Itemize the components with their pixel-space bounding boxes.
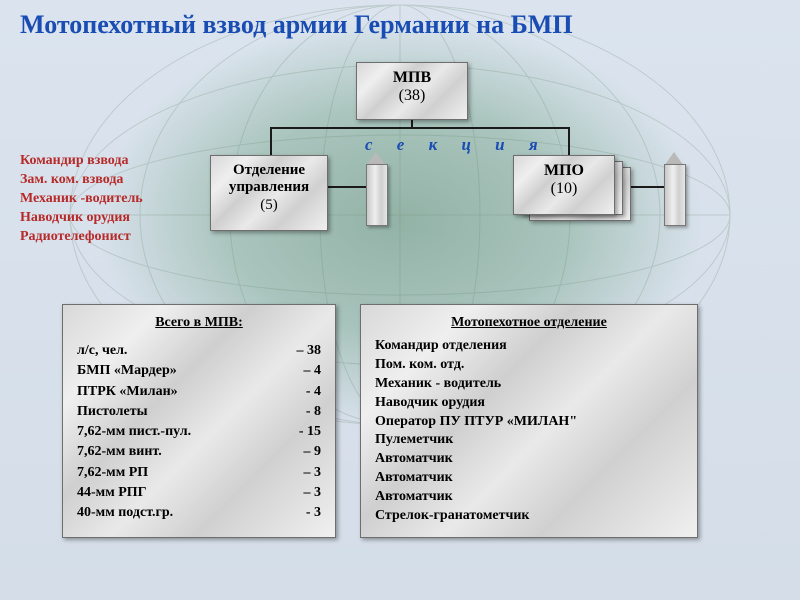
totals-row: ПТРК «Милан» - 4 <box>77 382 321 402</box>
totals-row-label: 7,62-мм винт. <box>77 442 162 462</box>
totals-row-value: – 9 <box>304 442 322 462</box>
squad-line: Оператор ПУ ПТУР «МИЛАН" <box>375 413 683 432</box>
totals-row-label: 44-мм РПГ <box>77 483 147 503</box>
totals-row-value: – 4 <box>304 361 322 381</box>
squad-line: Автоматчик <box>375 469 683 488</box>
org-node-mpv: МПВ (38) <box>356 62 468 120</box>
totals-row-value: - 4 <box>306 382 321 402</box>
totals-row: 40-мм подст.гр. - 3 <box>77 503 321 523</box>
org-node-mpo-count: (10) <box>514 180 614 198</box>
totals-row: 7,62-мм пист.-пул. - 15 <box>77 422 321 442</box>
totals-row-label: БМП «Мардер» <box>77 361 177 381</box>
squad-line: Автоматчик <box>375 488 683 507</box>
totals-row-value: – 38 <box>297 341 322 361</box>
conn <box>270 127 570 129</box>
squad-line: Пулеметчик <box>375 431 683 450</box>
role-line: Механик -водитель <box>20 190 143 209</box>
totals-row-value: – 3 <box>304 463 322 483</box>
totals-row-value: – 3 <box>304 483 322 503</box>
totals-row-label: Пистолеты <box>77 402 148 422</box>
squad-line: Пом. ком. отд. <box>375 356 683 375</box>
role-line: Радиотелефонист <box>20 228 143 247</box>
conn <box>327 186 367 188</box>
section-label: с е к ц и я <box>365 135 548 155</box>
squad-line: Наводчик орудия <box>375 394 683 413</box>
tower-icon <box>660 152 688 224</box>
totals-row-value: - 15 <box>299 422 321 442</box>
totals-row-label: ПТРК «Милан» <box>77 382 178 402</box>
tower-icon <box>362 152 390 224</box>
totals-row-value: - 3 <box>306 503 321 523</box>
org-node-mpv-count: (38) <box>357 87 467 105</box>
conn <box>568 127 570 155</box>
totals-row: БМП «Мардер» – 4 <box>77 361 321 381</box>
squad-line: Командир отделения <box>375 337 683 356</box>
org-node-control: Отделение управления (5) <box>210 155 328 231</box>
commander-roles-list: Командир взводаЗам. ком. взводаМеханик -… <box>20 152 143 246</box>
totals-row: 44-мм РПГ – 3 <box>77 483 321 503</box>
squad-line: Автоматчик <box>375 450 683 469</box>
squad-line: Стрелок-гранатометчик <box>375 507 683 526</box>
squad-card: Мотопехотное отделение Командир отделени… <box>360 304 698 538</box>
totals-card: Всего в МПВ: л/с, чел. – 38 БМП «Мардер» – … <box>62 304 336 538</box>
org-node-mpv-name: МПВ <box>357 69 467 87</box>
org-node-control-l1: Отделение <box>211 162 327 179</box>
totals-row-label: 7,62-мм пист.-пул. <box>77 422 191 442</box>
org-node-mpo: МПО (10) <box>513 155 615 215</box>
squad-line: Механик - водитель <box>375 375 683 394</box>
org-node-control-l2: управления <box>211 179 327 196</box>
totals-row: 7,62-мм РП – 3 <box>77 463 321 483</box>
role-line: Командир взвода <box>20 152 143 171</box>
totals-row-value: - 8 <box>306 402 321 422</box>
totals-row-label: 40-мм подст.гр. <box>77 503 173 523</box>
squad-header: Мотопехотное отделение <box>375 315 683 331</box>
org-node-mpo-name: МПО <box>514 162 614 180</box>
totals-row-label: 7,62-мм РП <box>77 463 148 483</box>
totals-row-label: л/с, чел. <box>77 341 127 361</box>
conn <box>270 127 272 155</box>
totals-header: Всего в МПВ: <box>77 315 321 331</box>
page-title: Мотопехотный взвод армии Германии на БМП <box>20 10 573 40</box>
totals-row: 7,62-мм винт. – 9 <box>77 442 321 462</box>
totals-row: л/с, чел. – 38 <box>77 341 321 361</box>
org-node-control-count: (5) <box>211 197 327 214</box>
role-line: Наводчик орудия <box>20 209 143 228</box>
totals-row: Пистолеты - 8 <box>77 402 321 422</box>
role-line: Зам. ком. взвода <box>20 171 143 190</box>
